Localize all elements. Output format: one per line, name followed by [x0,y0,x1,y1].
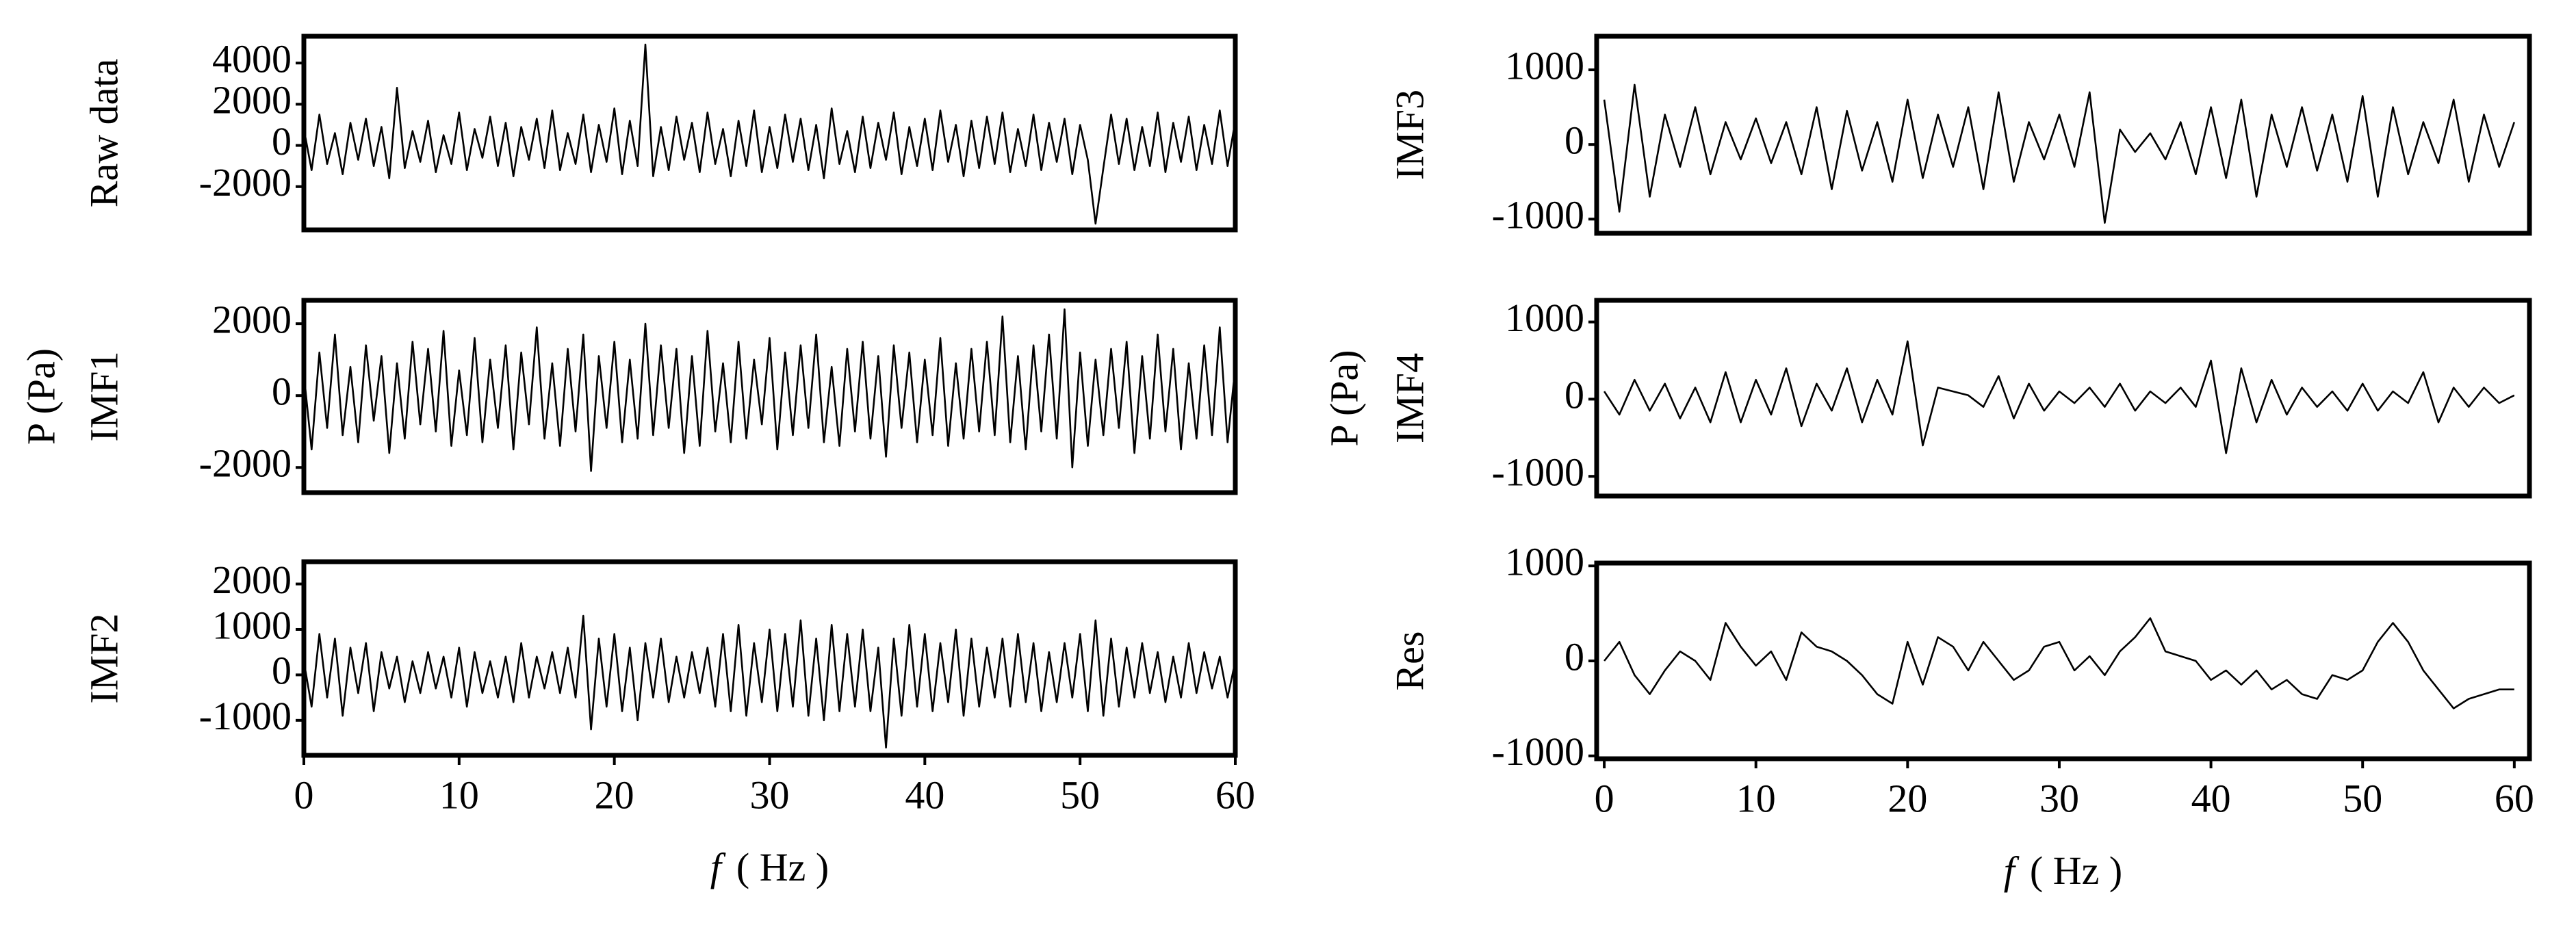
y-tick-label: -1000 [199,694,292,738]
x-tick-label: 20 [595,772,634,817]
signal-line [1603,340,2515,454]
y-tick-label: 0 [272,119,292,164]
x-tick-label: 60 [2495,776,2534,820]
y-tick-label: -1000 [1492,193,1584,237]
plot-frame [1594,34,2532,236]
x-label-symbol: f [2004,848,2020,893]
y-tick-label: 2000 [212,297,292,341]
x-tick-label: 30 [2039,776,2079,820]
y-tick-label: 4000 [212,36,292,81]
x-tick-label: 50 [1060,772,1100,817]
x-tick-label: 0 [294,772,314,817]
x-axis-label: f( Hz ) [2004,848,2122,893]
signal-line [304,308,1235,472]
x-tick-label: 20 [1888,776,1927,820]
y-tick-label: -1000 [1492,450,1584,495]
y-axis-label: Res [1387,631,1432,691]
y-tick-label: 0 [1564,634,1584,679]
plot-frame [1594,560,2532,761]
y-axis-label: IMF4 [1387,353,1432,443]
signal-line [1603,617,2514,709]
y-tick-label: -1000 [1492,729,1584,774]
x-tick-label: 50 [2343,776,2382,820]
y-tick-label: -2000 [199,160,292,205]
x-tick-label: 30 [750,772,790,817]
y-axis-label: IMF2 [81,613,126,703]
x-label-unit: ( Hz ) [736,845,829,889]
x-tick-label: 40 [905,772,944,817]
y-tick-label: 0 [272,649,292,693]
y-tick-label: 2000 [212,558,292,602]
y-tick-label: 1000 [212,603,292,647]
x-axis-label: f( Hz ) [710,845,829,889]
y-tick-label: 0 [1564,118,1584,162]
x-tick-label: 60 [1215,772,1255,817]
x-tick-label: 40 [2191,776,2231,820]
group-label: P (Pa) [18,348,63,445]
plot-frame [1594,298,2532,499]
group-label: P (Pa) [1322,350,1366,446]
x-label-symbol: f [710,845,726,889]
y-tick-label: 2000 [212,78,292,122]
signal-line [304,614,1235,748]
x-tick-label: 0 [1595,776,1614,820]
y-tick-label: 0 [1564,373,1584,417]
x-tick-label: 10 [439,772,479,817]
y-axis-label: IMF1 [81,351,126,441]
y-tick-label: 1000 [1505,43,1584,88]
y-axis-label: IMF3 [1387,90,1432,180]
signal-line [1603,83,2516,224]
signal-line [304,43,1235,225]
y-tick-label: 1000 [1505,296,1584,340]
y-tick-label: 0 [272,369,292,413]
y-tick-label: 1000 [1505,539,1584,584]
x-tick-label: 10 [1736,776,1776,820]
y-tick-label: -2000 [199,441,292,486]
plot-frame [301,298,1238,495]
plot-frame [301,34,1238,233]
x-label-unit: ( Hz ) [2030,848,2122,893]
y-axis-label: Raw data [81,59,126,207]
